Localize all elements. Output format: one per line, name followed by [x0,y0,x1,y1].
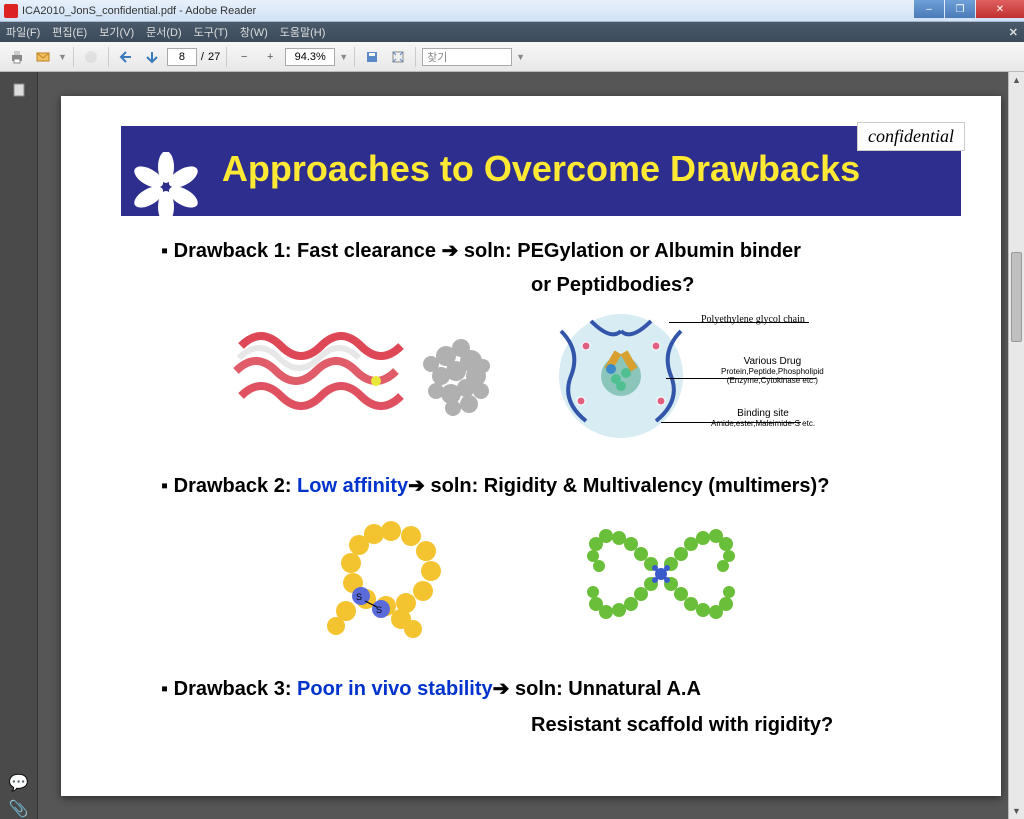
minimize-button[interactable]: – [914,0,944,18]
page-number-input[interactable] [167,48,197,66]
prev-page-button[interactable] [115,46,137,68]
scroll-down-arrow[interactable]: ▼ [1009,803,1024,819]
menu-file[interactable]: 파일(F) [6,24,40,40]
window-title: ICA2010_JonS_confidential.pdf - Adobe Re… [22,5,1020,17]
bullet-3: ▪ Drawback 3: Poor in vivo stability ➔ s… [161,676,701,701]
page-sep: / [201,51,204,63]
svg-text:S: S [356,592,362,602]
document-area: 💬 📎 confidential Approaches to Overcome … [0,72,1024,819]
zoom-level[interactable]: 94.3% [285,48,335,66]
save-button[interactable] [361,46,383,68]
bullet-2: ▪ Drawback 2: Low affinity ➔ soln: Rigid… [161,473,829,498]
slide-title: Approaches to Overcome Drawbacks [121,148,961,190]
maximize-button[interactable]: ❐ [945,0,975,18]
zoom-in-button[interactable]: + [259,46,281,68]
fullscreen-button[interactable] [387,46,409,68]
confidential-tag: confidential [857,122,965,151]
yellow-bead-diagram: S S [301,501,481,641]
print-button[interactable] [6,46,28,68]
pdf-page: confidential Approaches to Overcome Draw… [61,96,1001,796]
protein-diagram [221,306,521,446]
bullet-1-sub: or Peptidbodies? [531,274,694,297]
peg-label-3: Binding site Amide,ester,Maleimide-S etc… [711,408,815,428]
menu-tools[interactable]: 도구(T) [194,24,228,40]
nav-rail: 💬 📎 [0,72,38,819]
peg-label-1: Polyethylene glycol chain [701,314,805,325]
next-page-button[interactable] [141,46,163,68]
email-button[interactable] [32,46,54,68]
find-input[interactable]: 찾기 [422,48,512,66]
menu-help[interactable]: 도움말(H) [280,24,326,40]
attachments-icon[interactable]: 📎 [9,799,29,819]
window-buttons: – ❐ ✕ [913,0,1024,18]
menu-document[interactable]: 문서(D) [146,24,182,40]
scroll-thumb[interactable] [1011,252,1022,342]
green-multimer-diagram [571,496,751,646]
menu-view[interactable]: 보기(V) [99,24,134,40]
page-total: 27 [208,51,220,63]
close-doc-button[interactable]: ✕ [1009,26,1018,39]
thumbnails-icon[interactable] [9,80,29,100]
slide-banner: Approaches to Overcome Drawbacks [121,126,961,216]
toolbar: ▼ / 27 − + 94.3% ▼ 찾기 ▼ [0,42,1024,72]
collab-button[interactable] [80,46,102,68]
page-viewport[interactable]: confidential Approaches to Overcome Draw… [38,72,1024,819]
zoom-out-button[interactable]: − [233,46,255,68]
menubar: 파일(F) 편집(E) 보기(V) 문서(D) 도구(T) 창(W) 도움말(H… [0,22,1024,42]
menu-edit[interactable]: 편집(E) [52,24,87,40]
vertical-scrollbar[interactable]: ▲ ▼ [1008,72,1024,819]
bullet-3-sub: Resistant scaffold with rigidity? [531,714,833,737]
window-titlebar: ICA2010_JonS_confidential.pdf - Adobe Re… [0,0,1024,22]
peg-circle-diagram [531,301,711,451]
bullet-1: ▪ Drawback 1: Fast clearance ➔ soln: PEG… [161,238,801,263]
close-button[interactable]: ✕ [976,0,1024,18]
comments-icon[interactable]: 💬 [9,773,29,793]
menu-window[interactable]: 창(W) [240,24,268,40]
app-icon [4,4,18,18]
peg-label-2: Various Drug Protein,Peptide,Phospholipi… [721,356,824,385]
scroll-up-arrow[interactable]: ▲ [1009,72,1024,88]
